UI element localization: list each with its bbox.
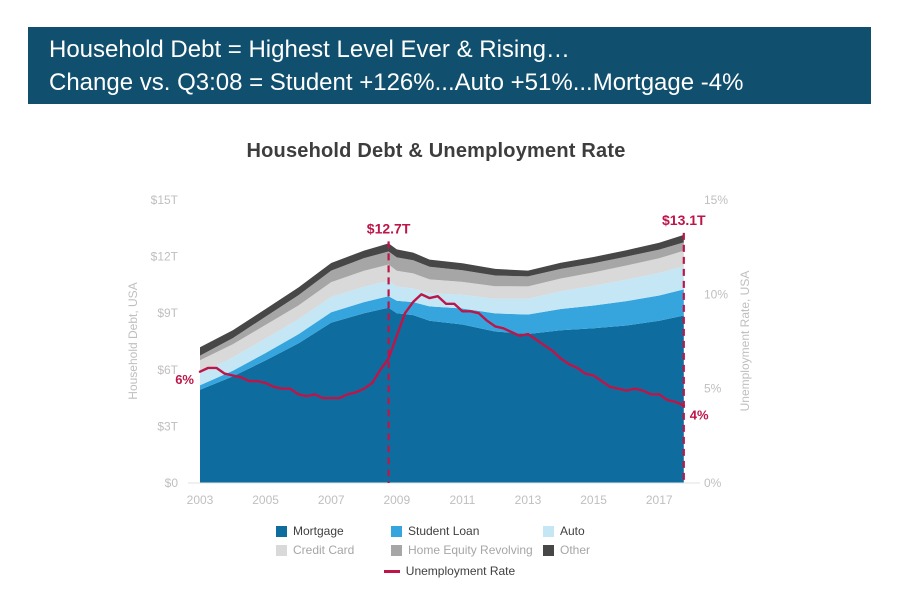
legend-swatch <box>543 525 554 537</box>
banner-line-1: Household Debt = Highest Level Ever & Ri… <box>49 35 570 63</box>
legend-grid: Mortgage Student Loan Auto Credit Card Home … <box>276 524 623 557</box>
legend-label: Unemployment Rate <box>405 564 516 578</box>
chart-legend: Mortgage Student Loan Auto Credit Card Home … <box>0 524 899 578</box>
legend-swatch <box>276 525 287 537</box>
debt-unemployment-chart: $0 $3T $6T $9T $12T $15T 0% 5% 10% 15% 2003 2005 200… <box>126 193 752 507</box>
area-other <box>200 234 684 356</box>
annotation-label: $13.1T <box>662 212 706 228</box>
annotation-label: 4% <box>690 408 709 423</box>
legend-label: Credit Card <box>293 543 355 557</box>
banner-line-2: Change vs. Q3:08 = Student +126%...Auto … <box>49 68 744 96</box>
area-home-equity-revolving <box>200 242 684 361</box>
x-axis-tick-label: 2009 <box>383 493 410 507</box>
legend-label: Other <box>560 543 591 557</box>
left-axis-tick-label: $9T <box>157 306 178 320</box>
left-axis-tick-label: $0 <box>165 476 179 490</box>
annotation-label: 6% <box>175 372 194 387</box>
x-axis-tick-label: 2013 <box>515 493 542 507</box>
area-auto <box>200 266 684 386</box>
legend-label: Home Equity Revolving <box>408 543 533 557</box>
area-mortgage <box>200 307 684 483</box>
left-axis-tick-label: $12T <box>151 250 179 264</box>
right-axis-tick-label: 15% <box>704 193 728 207</box>
x-axis-tick-label: 2003 <box>187 493 214 507</box>
x-axis-tick-label: 2015 <box>580 493 607 507</box>
left-axis-tick-label: $3T <box>157 419 178 433</box>
right-axis-tick-label: 0% <box>704 476 722 490</box>
legend-label: Student Loan <box>408 524 480 538</box>
legend-item-home-equity-revolving: Home Equity Revolving <box>391 543 543 557</box>
legend-item-mortgage: Mortgage <box>276 524 391 538</box>
right-axis-tick-label: 5% <box>704 382 722 396</box>
x-axis-tick-label: 2005 <box>252 493 279 507</box>
unemployment-rate-line <box>198 293 685 407</box>
legend-item-credit-card: Credit Card <box>276 543 391 557</box>
legend-label: Mortgage <box>293 524 344 538</box>
left-axis-tick-label: $15T <box>151 193 179 207</box>
legend-item-unemployment-rate: Unemployment Rate <box>383 564 516 578</box>
annotation-label: $12.7T <box>367 220 411 236</box>
legend-item-auto: Auto <box>543 524 623 538</box>
x-axis-tick-label: 2017 <box>646 493 673 507</box>
legend-label: Auto <box>560 524 585 538</box>
area-student-loan <box>200 289 684 390</box>
legend-swatch <box>391 544 402 556</box>
right-axis-tick-label: 10% <box>704 287 728 301</box>
header-banner: Household Debt = Highest Level Ever & Ri… <box>28 27 871 104</box>
left-axis-tick-label: $6T <box>157 363 178 377</box>
right-axis-title: Unemployment Rate, USA <box>738 271 752 412</box>
legend-swatch <box>276 544 287 556</box>
legend-swatch <box>543 544 554 556</box>
left-axis-title: Household Debt, USA <box>126 282 140 399</box>
legend-item-student-loan: Student Loan <box>391 524 543 538</box>
area-credit-card <box>200 250 684 374</box>
x-axis-tick-label: 2011 <box>449 493 475 507</box>
x-axis-tick-label: 2007 <box>318 493 345 507</box>
legend-line-swatch <box>383 569 400 573</box>
legend-swatch <box>391 525 402 537</box>
legend-item-other: Other <box>543 543 623 557</box>
chart-title: Household Debt & Unemployment Rate <box>246 140 626 162</box>
